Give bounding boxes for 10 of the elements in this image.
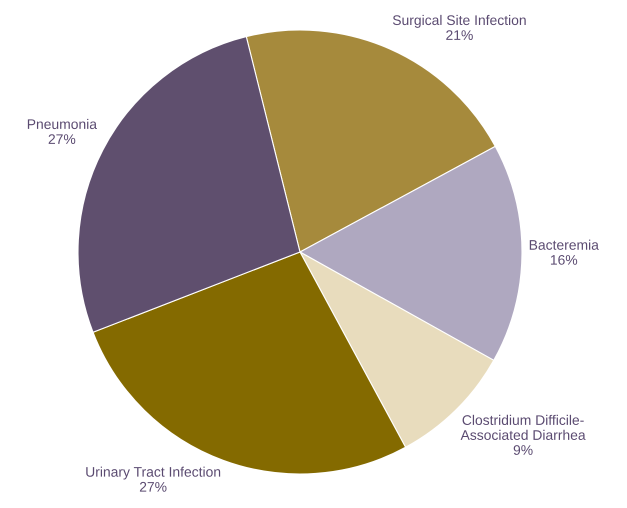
data-label: 21% (446, 30, 473, 40)
slice-label: Pneumonia (28, 118, 97, 130)
data-label: 16% (550, 254, 578, 265)
slice-label: Urinary Tract Infection (86, 466, 220, 480)
data-label: 27% (140, 482, 167, 492)
data-label: 9% (514, 445, 533, 455)
slice-label: Clostridium Difficile- Associated Diarrhea (460, 414, 586, 440)
slice-label: Bacteremia (530, 240, 599, 250)
slice-label: Surgical Site Infection (392, 14, 526, 28)
data-label: 27% (48, 134, 76, 144)
